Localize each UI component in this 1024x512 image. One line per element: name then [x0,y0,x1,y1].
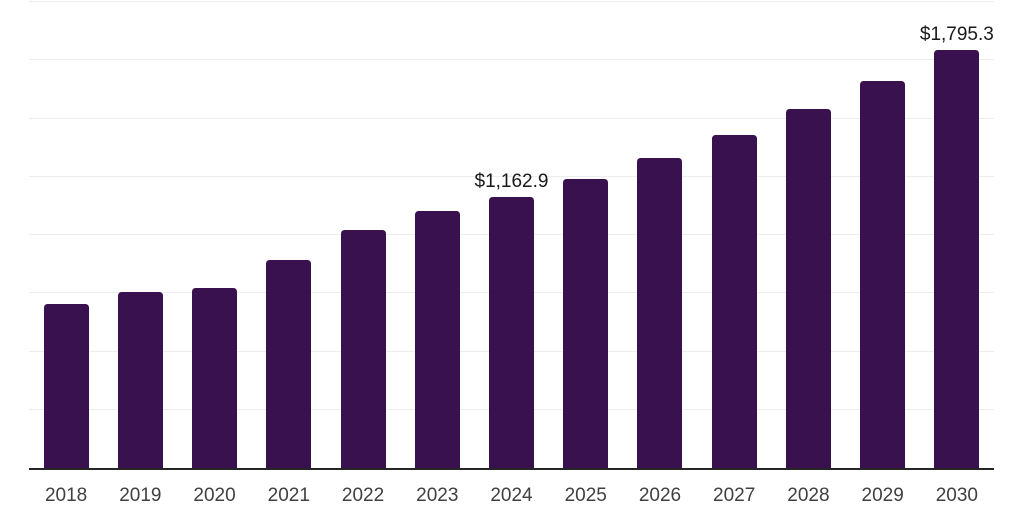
gridline [29,175,994,177]
bar-2027 [711,135,757,468]
x-tick-label-2023: 2023 [416,485,459,506]
bar-2023 [414,210,460,468]
x-tick-label-2019: 2019 [119,485,162,506]
bar-2029 [860,80,906,468]
data-label-2024: $1,162.9 [474,171,549,193]
x-tick-label-2026: 2026 [638,485,682,506]
bar-2020 [192,288,238,468]
bar-2021 [266,260,312,468]
x-tick-label-2024: 2024 [490,485,533,506]
x-axis-line [29,468,994,470]
x-tick-label-2028: 2028 [787,485,830,506]
bar-2018 [43,303,89,468]
bar-2030 [934,49,980,468]
gridline [29,117,994,119]
plot-area: $1,162.9 $1,795.3 [29,1,994,470]
bar-2019 [117,291,163,468]
bar-2026 [637,158,683,468]
gridline [29,1,994,2]
x-tick-label-2030: 2030 [935,485,979,506]
x-tick-label-2027: 2027 [713,485,756,506]
x-tick-label-2020: 2020 [193,485,236,506]
bar-2028 [785,109,831,468]
bar-2022 [340,230,386,468]
gridline [29,59,994,61]
data-label-2030: $1,795.3 [919,23,994,45]
x-tick-label-2025: 2025 [564,485,607,506]
bar-2024 [489,197,534,468]
x-tick-label-2022: 2022 [341,485,385,506]
bar-2025 [563,179,609,468]
x-tick-label-2021: 2021 [267,485,310,506]
x-tick-label-2029: 2029 [861,485,904,506]
x-tick-label-2018: 2018 [44,485,88,506]
